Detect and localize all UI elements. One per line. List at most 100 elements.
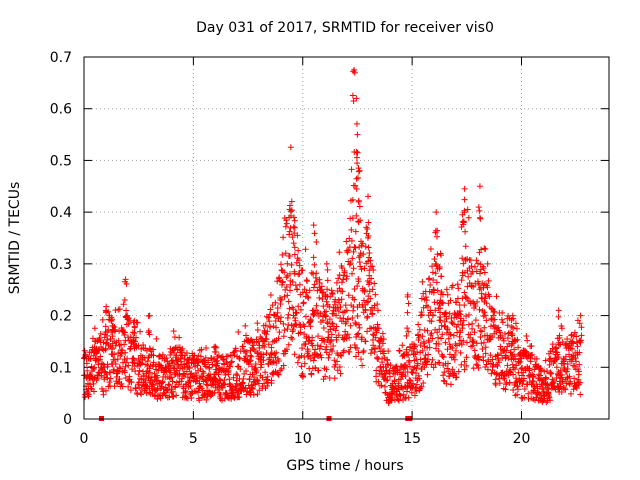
data-point (338, 352, 345, 359)
data-point (399, 342, 406, 349)
data-point (281, 327, 288, 334)
data-point (375, 378, 382, 385)
grid-lines (84, 57, 609, 419)
data-point (381, 371, 388, 378)
data-point (438, 273, 445, 280)
data-point (143, 368, 150, 375)
data-point (194, 377, 201, 384)
data-point (488, 305, 495, 312)
data-point (280, 333, 287, 340)
data-point (531, 384, 538, 391)
data-point (365, 193, 372, 200)
data-point (467, 257, 474, 264)
data-point (224, 394, 231, 401)
data-point (422, 352, 429, 359)
data-point (471, 347, 478, 354)
data-point (478, 328, 485, 335)
data-point (305, 348, 312, 355)
data-point (298, 352, 305, 359)
data-point (121, 331, 128, 338)
data-point (266, 318, 273, 325)
data-point (501, 330, 508, 337)
data-point (102, 340, 109, 347)
data-point (358, 356, 365, 363)
data-point (216, 376, 223, 383)
data-point (578, 332, 585, 339)
data-point (410, 380, 417, 387)
data-point (457, 329, 464, 336)
data-point (326, 351, 333, 358)
data-point (480, 357, 487, 364)
data-point (446, 341, 453, 348)
data-point (555, 307, 562, 314)
data-point (172, 383, 179, 390)
data-point (474, 278, 481, 285)
data-point (116, 376, 123, 383)
data-point (501, 375, 508, 382)
data-point (278, 365, 285, 372)
data-point (437, 317, 444, 324)
data-point (86, 355, 93, 362)
data-point (290, 306, 297, 313)
data-point (311, 281, 318, 288)
data-point (107, 369, 114, 376)
data-point (323, 298, 330, 305)
data-point (104, 363, 111, 370)
data-point (549, 341, 556, 348)
data-point (438, 322, 445, 329)
data-point (475, 204, 482, 211)
data-point (463, 295, 470, 302)
data-point (402, 373, 409, 380)
data-point (362, 306, 369, 313)
data-point (351, 69, 358, 76)
data-point (264, 382, 271, 389)
data-point (194, 358, 201, 365)
data-point (450, 332, 457, 339)
data-point (377, 335, 384, 342)
data-point (242, 322, 249, 329)
data-point (266, 356, 273, 363)
data-point (356, 243, 363, 250)
data-point (283, 346, 290, 353)
data-point (365, 219, 372, 226)
data-point (474, 362, 481, 369)
data-point (340, 272, 347, 279)
data-point (355, 321, 362, 328)
data-point (221, 376, 228, 383)
data-point (317, 343, 324, 350)
data-point (237, 366, 244, 373)
data-point (361, 288, 368, 295)
data-point (239, 379, 246, 386)
chart-title: Day 031 of 2017, SRMTID for receiver vis… (196, 20, 494, 36)
data-point (323, 343, 330, 350)
data-point (476, 183, 483, 190)
data-point (427, 281, 434, 288)
data-point (285, 341, 292, 348)
data-point (275, 335, 282, 342)
data-point (394, 396, 401, 403)
data-point (387, 362, 394, 369)
data-point (440, 300, 447, 307)
data-point (89, 335, 96, 342)
data-point (343, 307, 350, 314)
data-point (459, 218, 466, 225)
data-point (260, 351, 267, 358)
data-point (578, 324, 585, 331)
data-point (200, 358, 207, 365)
data-point (543, 375, 550, 382)
data-point (577, 379, 584, 386)
data-point (489, 334, 496, 341)
data-point (573, 358, 580, 365)
data-point (265, 314, 272, 321)
data-point (548, 370, 555, 377)
data-point (550, 378, 557, 385)
data-point (176, 371, 183, 378)
data-point (364, 314, 371, 321)
data-point (353, 95, 360, 102)
data-point (353, 212, 360, 219)
data-point (344, 331, 351, 338)
data-point (289, 336, 296, 343)
data-point (318, 354, 325, 361)
data-point (405, 352, 412, 359)
data-point (362, 243, 369, 250)
